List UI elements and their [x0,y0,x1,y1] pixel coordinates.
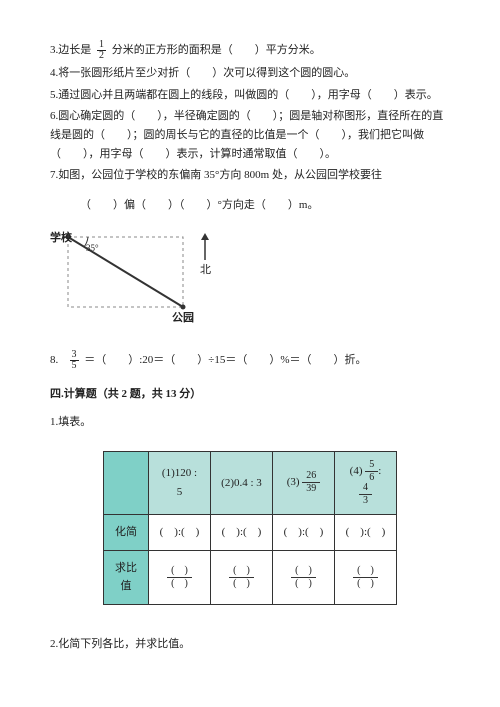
fill-table: (1)120 : 5 (2)0.4 : 3 (3) 26 39 (4) 5 6 … [103,451,397,605]
col-3-head: (3) 26 39 [273,451,335,514]
q8-prefix: 8. [50,354,58,366]
calc-2-title: 2.化简下列各比，并求比值。 [50,635,450,654]
question-5: 5.通过圆心并且两端都在圆上的线段，叫做圆的（ ），用字母（ ）表示。 [50,86,450,105]
simplify-cell-3: ( ):( ) [273,514,335,550]
q8-rest: ＝（ ）:20＝（ ）÷15＝（ ）%＝（ ）折。 [84,354,366,366]
question-6: 6.圆心确定圆的（ ），半径确定圆的（ ）；圆是轴对称图形，直径所在的直线是圆的… [50,107,450,163]
col-4-head: (4) 5 6 : 4 3 [335,451,397,514]
row-ratio-head: 求比值 [104,550,149,604]
ratio-cell-4: ( )( ) [335,550,397,604]
q8-fraction: 3 5 [70,350,79,371]
row-simplify-head: 化简 [104,514,149,550]
calc-1-title: 1.填表。 [50,413,450,432]
question-3: 3.边长是 1 2 分米的正方形的面积是（ ）平方分米。 [50,40,450,61]
question-8: 8. 3 5 ＝（ ）:20＝（ ）÷15＝（ ）%＝（ ）折。 [50,350,450,371]
ratio-cell-2: ( )( ) [211,550,273,604]
label-angle: 35° [86,243,99,253]
corner-cell [104,451,149,514]
q8-frac-den: 5 [70,361,79,371]
ratio-cell-1: ( )( ) [149,550,211,604]
question-7a: 7.如图，公园位于学校的东偏南 35°方向 800m 处，从公园回学校要往 [50,166,450,185]
col4a-frac: 5 6 [365,460,378,483]
q3-mid: 分米的正方形的面积是（ [112,44,233,56]
col3-frac: 26 39 [302,471,320,494]
label-park: 公园 [172,311,194,324]
col3-prefix: (3) [287,476,300,488]
q3-blank [233,41,255,60]
simplify-cell-4: ( ):( ) [335,514,397,550]
col4-sep: : [378,465,381,477]
label-north: 北 [200,263,211,276]
q8-frac-num: 3 [70,350,79,361]
q3-fraction: 1 2 [97,40,106,61]
col4b-frac: 4 3 [359,483,372,506]
label-school: 学校 [50,230,73,244]
col-2-head: (2)0.4 : 3 [211,451,273,514]
simplify-cell-1: ( ):( ) [149,514,211,550]
simplify-cell-2: ( ):( ) [211,514,273,550]
q3-suffix: ）平方分米。 [255,44,321,56]
map-diagram: 学校 35° 公园 北 [50,225,450,332]
q3-prefix: 3.边长是 [50,44,91,56]
section-4-title: 四.计算题（共 2 题，共 13 分） [50,385,450,404]
question-4: 4.将一张圆形纸片至少对折（ ）次可以得到这个圆的圆心。 [50,64,450,83]
question-7b: （ ）偏（ ）（ ）°方向走（ ）m。 [50,196,450,215]
col-1-head: (1)120 : 5 [149,451,211,514]
ratio-cell-3: ( )( ) [273,550,335,604]
q3-frac-den: 2 [97,51,106,61]
col4-prefix: (4) [350,465,363,477]
